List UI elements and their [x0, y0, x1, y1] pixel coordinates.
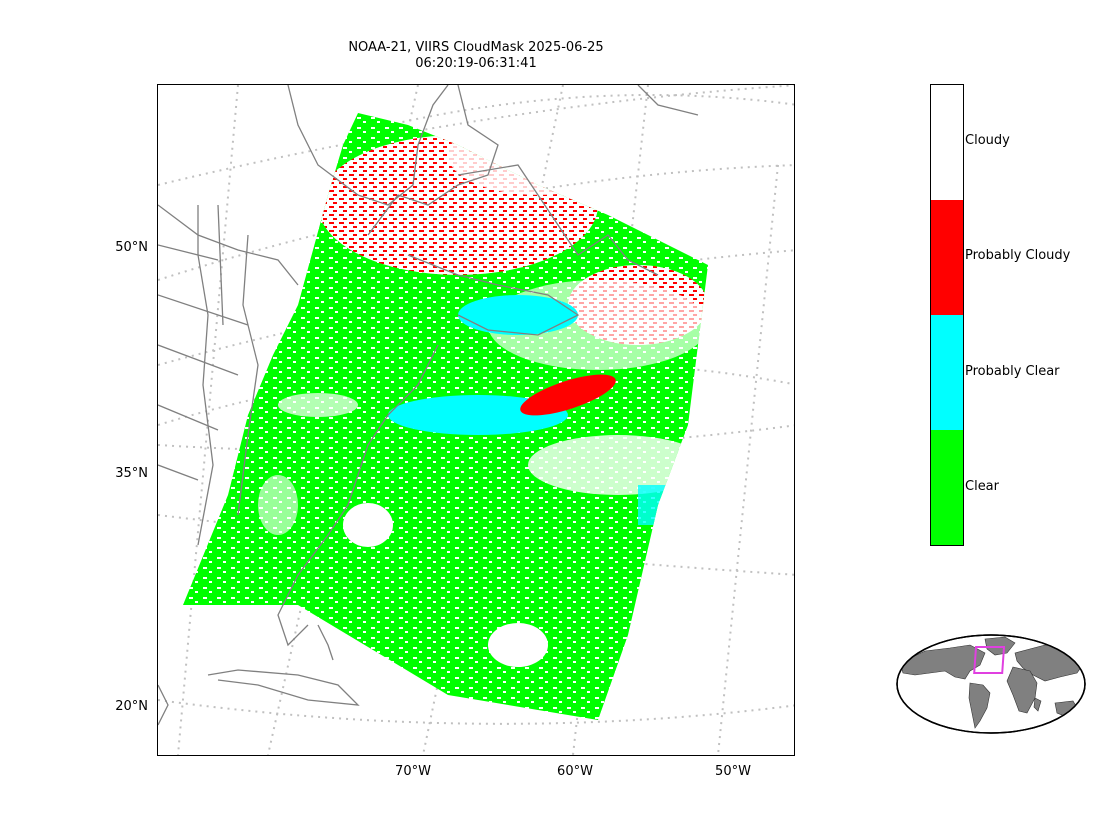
colorbar-segment-cloudy — [931, 85, 963, 200]
colorbar-label-probably-clear: Probably Clear — [965, 364, 1060, 379]
colorbar-segment-probably-clear — [931, 315, 963, 430]
title-line-1: NOAA-21, VIIRS CloudMask 2025-06-25 — [348, 40, 604, 55]
colorbar-label-cloudy: Cloudy — [965, 133, 1010, 148]
lon-label-50w: 50°W — [715, 764, 751, 779]
lon-label-70w: 70°W — [395, 764, 431, 779]
title-line-2: 06:20:19-06:31:41 — [415, 56, 537, 71]
map-canvas — [158, 85, 794, 755]
colorbar-label-clear: Clear — [965, 479, 999, 494]
lat-label-50n: 50°N — [115, 240, 148, 255]
map-title: NOAA-21, VIIRS CloudMask 2025-06-25 06:2… — [157, 40, 795, 72]
colorbar — [930, 84, 964, 546]
colorbar-segment-probably-cloudy — [931, 200, 963, 315]
satellite-map — [157, 84, 795, 756]
colorbar-label-probably-cloudy: Probably Cloudy — [965, 248, 1071, 263]
coastlines — [158, 85, 699, 726]
world-locator-map — [895, 633, 1089, 739]
lat-label-35n: 35°N — [115, 466, 148, 481]
swath-extent-box — [973, 646, 1006, 674]
cloudmask-swath — [183, 113, 708, 720]
lon-label-60w: 60°W — [557, 764, 593, 779]
colorbar-segment-clear — [931, 430, 963, 545]
lat-label-20n: 20°N — [115, 699, 148, 714]
